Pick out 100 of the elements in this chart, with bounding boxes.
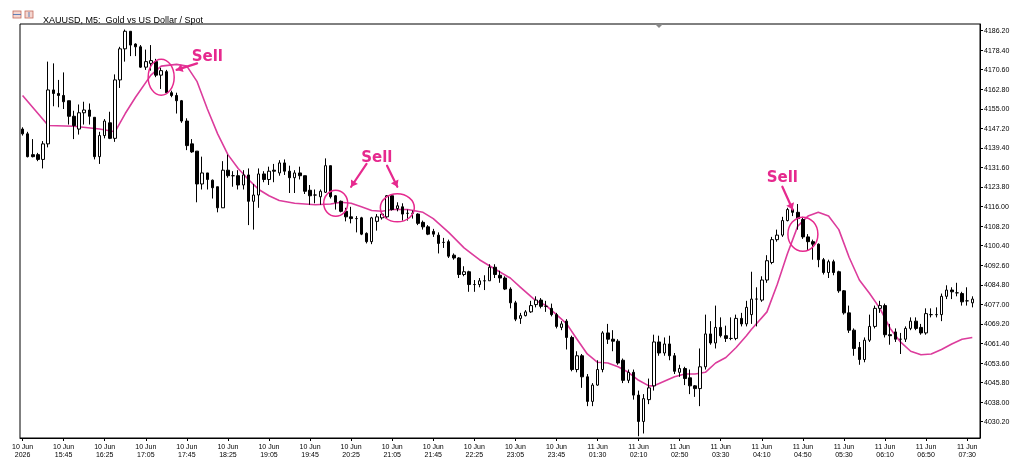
candlestick bbox=[940, 293, 943, 322]
candlestick bbox=[950, 286, 954, 300]
candlestick bbox=[180, 99, 183, 124]
candlestick bbox=[98, 131, 101, 165]
candlestick bbox=[355, 215, 358, 233]
candlestick bbox=[129, 30, 132, 57]
candlestick bbox=[894, 327, 897, 343]
candlestick bbox=[313, 189, 317, 204]
candlestick bbox=[26, 131, 29, 158]
candlestick bbox=[550, 303, 553, 317]
annotation: Sell bbox=[191, 47, 224, 66]
annotation: Sell bbox=[361, 147, 393, 166]
candlestick bbox=[714, 305, 717, 349]
candlestick bbox=[206, 172, 209, 190]
candlestick bbox=[252, 183, 255, 231]
candlestick bbox=[493, 263, 497, 279]
candlestick bbox=[339, 200, 343, 213]
candlestick bbox=[596, 359, 599, 387]
candlestick bbox=[396, 201, 399, 212]
candlestick bbox=[899, 332, 902, 355]
candlestick bbox=[647, 378, 651, 405]
candlestick bbox=[432, 228, 435, 238]
candlestick bbox=[555, 312, 558, 329]
candlestick bbox=[781, 216, 784, 238]
candlestick bbox=[170, 90, 173, 98]
line-series bbox=[21, 62, 974, 387]
candlestick bbox=[863, 336, 866, 363]
candlestick bbox=[955, 282, 959, 297]
candlestick bbox=[257, 167, 260, 209]
candlestick bbox=[139, 44, 142, 69]
candlestick bbox=[868, 314, 871, 343]
candlestick bbox=[827, 259, 830, 279]
candlestick bbox=[750, 271, 753, 325]
candlestick bbox=[247, 167, 250, 226]
candlestick bbox=[678, 364, 681, 378]
candlestick bbox=[103, 118, 106, 139]
candlestick bbox=[786, 207, 789, 222]
candlestick bbox=[709, 320, 712, 346]
candlestick bbox=[488, 263, 491, 282]
candlestick bbox=[211, 178, 214, 200]
candlestick bbox=[437, 231, 440, 254]
candlestick bbox=[216, 186, 219, 213]
candlestick bbox=[734, 314, 738, 341]
candlestick bbox=[565, 318, 568, 350]
candlestick bbox=[663, 336, 666, 357]
candlestick bbox=[586, 373, 589, 407]
candlestick bbox=[93, 116, 96, 160]
candlestick bbox=[62, 71, 65, 110]
candlestick bbox=[601, 330, 604, 373]
candlestick bbox=[57, 79, 60, 108]
candlestick bbox=[755, 286, 758, 327]
candlestick bbox=[642, 393, 645, 434]
candlestick bbox=[52, 62, 55, 107]
candlestick bbox=[334, 194, 337, 211]
candlestick bbox=[740, 312, 743, 327]
candlestick bbox=[478, 277, 481, 288]
candlestick bbox=[719, 316, 722, 338]
candlestick bbox=[519, 312, 522, 325]
candlestick bbox=[236, 169, 240, 190]
candlestick bbox=[283, 158, 286, 176]
candlestick bbox=[673, 352, 676, 375]
candlestick bbox=[483, 274, 486, 291]
candlestick bbox=[832, 259, 835, 276]
candlestick bbox=[278, 159, 281, 177]
candlestick bbox=[909, 316, 912, 331]
candlestick bbox=[745, 300, 748, 327]
candlestick bbox=[724, 325, 728, 343]
candlestick bbox=[971, 295, 974, 308]
candlestick bbox=[858, 341, 861, 366]
candlestick bbox=[329, 165, 332, 200]
candlestick bbox=[288, 165, 291, 194]
annotation: Sell bbox=[766, 168, 798, 187]
candlestick bbox=[509, 286, 512, 309]
candlestick bbox=[370, 216, 373, 245]
candlestick bbox=[514, 300, 517, 322]
candlestick bbox=[365, 231, 368, 244]
candlestick bbox=[447, 239, 450, 259]
candlestick bbox=[134, 42, 137, 57]
candlestick bbox=[293, 169, 296, 194]
candlestick bbox=[960, 291, 964, 307]
candlestick bbox=[529, 300, 533, 314]
candlestick bbox=[560, 320, 563, 331]
candlestick bbox=[904, 325, 907, 343]
candlestick bbox=[401, 202, 404, 222]
candlestick bbox=[704, 314, 707, 371]
candlestick bbox=[627, 369, 630, 384]
candlestick bbox=[165, 69, 168, 94]
candlestick bbox=[945, 284, 948, 300]
candlestick bbox=[242, 169, 245, 190]
candlestick bbox=[632, 369, 635, 401]
candlestick bbox=[524, 309, 527, 317]
candlestick bbox=[591, 382, 594, 407]
candlestick bbox=[324, 157, 327, 194]
chart-title: XAUUSD, M5: Gold vs US Dollar / Spot bbox=[43, 14, 204, 25]
candlestick bbox=[822, 257, 825, 276]
candlestick bbox=[360, 216, 363, 236]
candlestick bbox=[668, 335, 671, 361]
candlestick bbox=[319, 189, 322, 206]
candlestick bbox=[88, 102, 91, 126]
candlestick bbox=[965, 286, 969, 307]
